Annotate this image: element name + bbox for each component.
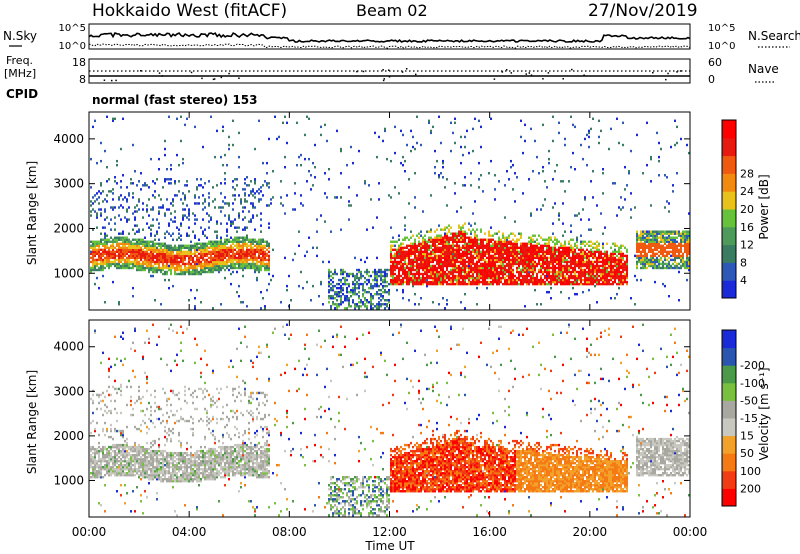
station-title: Hokkaido West (fitACF) <box>92 1 287 21</box>
y-tick-label: 3000 <box>53 177 84 191</box>
nave-tick-top: 60 <box>708 56 722 69</box>
x-axis-ticks: 00:00 04:00 08:00 12:00 16:00 20:00 00:00 <box>72 112 708 539</box>
freq-label-line1: Freq. <box>6 54 33 67</box>
power-colorbar-label: Power [dB] <box>757 174 771 239</box>
freq-tick-bottom: 8 <box>79 73 86 86</box>
y-tick-label: 2000 <box>53 429 84 443</box>
colorbar-tick: -100 <box>740 377 765 390</box>
x-tick-label: 20:00 <box>573 525 608 539</box>
colorbar-tick: 8 <box>740 256 747 269</box>
frequency-panel: Freq. [MHz] 18 8 60 0 Nave <box>4 54 779 86</box>
cpid-label: CPID <box>6 87 38 101</box>
nave-label: Nave <box>748 62 779 76</box>
x-axis-label: Time UT <box>364 539 415 553</box>
y-tick-label: 4000 <box>53 132 84 146</box>
x-tick-label: 00:00 <box>72 525 107 539</box>
nave-tick-bottom: 0 <box>708 73 715 86</box>
x-tick-label: 12:00 <box>372 525 407 539</box>
colorbar-tick: 200 <box>740 482 761 495</box>
colorbar-tick: 16 <box>740 221 754 234</box>
nsky-series <box>88 31 691 43</box>
colorbar-tick: -15 <box>740 412 758 425</box>
nsearch-label: N.Search <box>748 29 800 43</box>
noise-left-tick-bottom: 10^0 <box>59 41 86 52</box>
y-tick-label: 1000 <box>53 266 84 280</box>
noise-panel: N.Sky 10^5 10^0 10^5 10^0 N.Search <box>3 23 800 52</box>
power-y-ticks: 1000 2000 3000 4000 <box>53 132 690 280</box>
y-tick-label: 3000 <box>53 384 84 398</box>
power-data <box>90 115 690 310</box>
colorbar-tick: 50 <box>740 447 754 460</box>
colorbar-tick: 12 <box>740 239 754 252</box>
frequency-outlier-dots <box>103 68 682 82</box>
power-panel: 1000 2000 3000 4000 Slant Range [km] 4 8 12 16… <box>25 111 771 311</box>
freq-label-line2: [MHz] <box>4 67 36 80</box>
velocity-y-ticks: 1000 2000 3000 4000 <box>53 340 690 487</box>
noise-right-tick-top: 10^5 <box>708 23 735 34</box>
colorbar-tick: 20 <box>740 203 754 216</box>
nsky-label: N.Sky <box>3 29 37 43</box>
date-label: 27/Nov/2019 <box>588 1 698 21</box>
velocity-colorbar-label: Velocity [m s⁻¹] <box>757 367 771 460</box>
y-tick-label: 2000 <box>53 221 84 235</box>
noise-left-tick-top: 10^5 <box>59 23 86 34</box>
y-tick-label: 4000 <box>53 340 84 354</box>
nsearch-series <box>88 43 691 49</box>
colorbar-tick: -50 <box>740 394 758 407</box>
colorbar-tick: 100 <box>740 465 761 478</box>
beam-label: Beam 02 <box>356 1 428 20</box>
colorbar-tick: 28 <box>740 167 754 180</box>
colorbar-tick: 4 <box>740 274 747 287</box>
x-tick-label: 08:00 <box>272 525 307 539</box>
velocity-ylabel: Slant Range [km] <box>25 370 39 474</box>
y-tick-label: 1000 <box>53 473 84 487</box>
freq-tick-top: 18 <box>72 56 86 69</box>
power-colorbar: 4 8 12 16 20 24 28 <box>721 119 754 299</box>
power-ylabel: Slant Range [km] <box>25 161 39 265</box>
velocity-data <box>90 323 690 517</box>
colorbar-tick: 24 <box>740 185 754 198</box>
velocity-colorbar: 200 100 50 15 -15 -50 -100 -200 <box>721 329 765 507</box>
velocity-panel: 1000 2000 3000 4000 Slant Range [km] 200 100… <box>25 319 771 518</box>
x-tick-label: 04:00 <box>172 525 207 539</box>
noise-right-tick-bottom: 10^0 <box>708 41 735 52</box>
cpid-text: normal (fast stereo) 153 <box>92 93 258 107</box>
x-tick-label: 00:00 <box>673 525 708 539</box>
colorbar-tick: -200 <box>740 359 765 372</box>
colorbar-tick: 15 <box>740 430 754 443</box>
x-tick-label: 16:00 <box>472 525 507 539</box>
